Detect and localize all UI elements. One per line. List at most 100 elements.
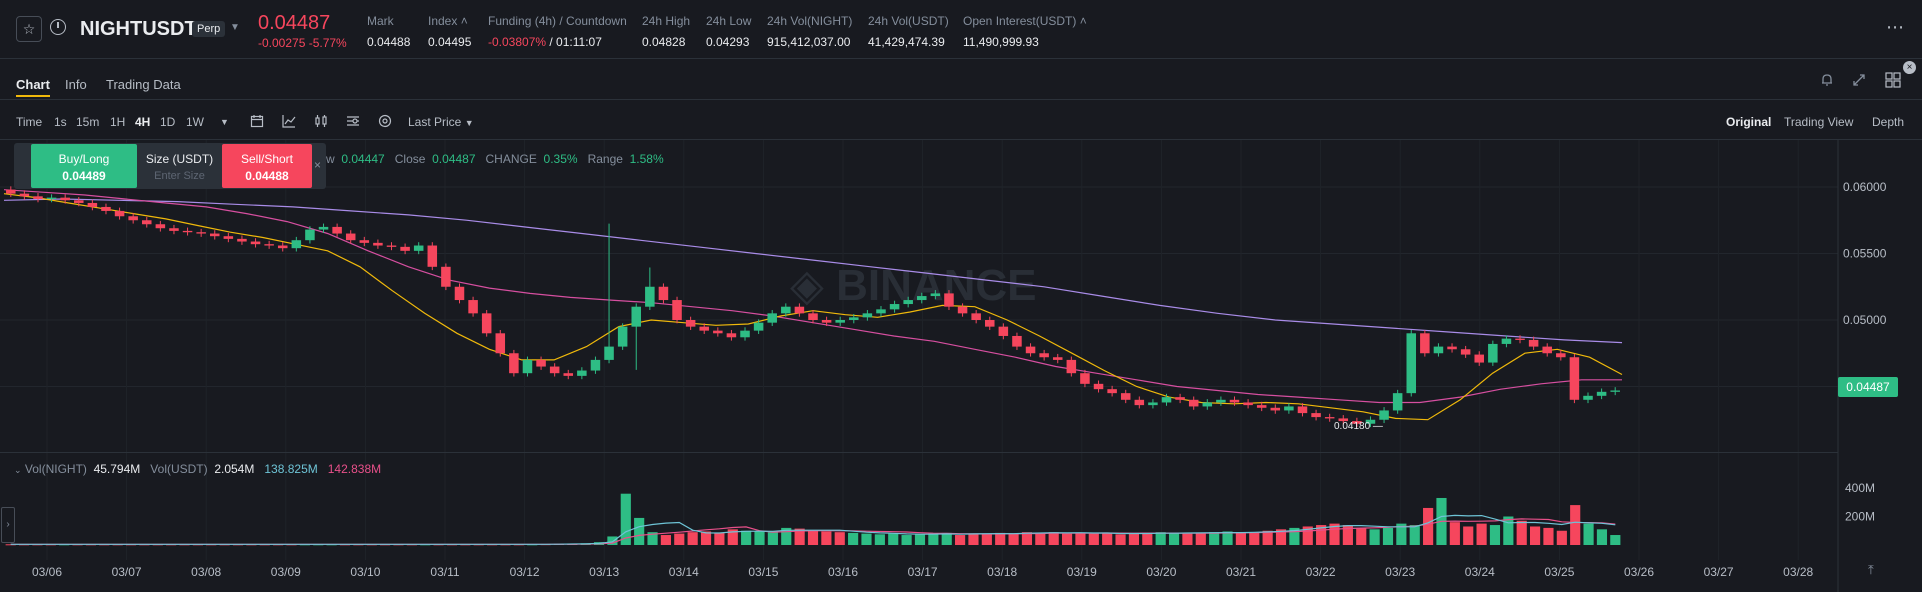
ma-slow-line: [3, 198, 1623, 344]
candle-body: [6, 189, 16, 194]
interval-15m[interactable]: 15m: [76, 115, 100, 129]
close-icon[interactable]: ×: [314, 158, 322, 172]
buy-long-button[interactable]: Buy/Long 0.04489: [31, 144, 137, 188]
bell-icon[interactable]: [1820, 73, 1834, 87]
candle-type-icon[interactable]: [314, 114, 328, 131]
volume-bar: [1168, 532, 1180, 545]
volume-bar: [821, 531, 832, 545]
candle-body: [1134, 399, 1145, 406]
tab-trading-data[interactable]: Trading Data: [106, 77, 181, 92]
candle-body: [277, 245, 288, 249]
size-input[interactable]: Size (USDT) Enter Size: [145, 152, 214, 182]
candle-body: [1025, 346, 1036, 354]
candle-body: [1338, 418, 1349, 422]
volume-bar: [981, 533, 992, 545]
candle-body: [1352, 421, 1362, 424]
layout-grid-icon[interactable]: [1885, 72, 1901, 88]
price-axis-label: 0.05000: [1843, 313, 1887, 327]
expand-icon[interactable]: [1852, 73, 1866, 87]
candle-body: [753, 322, 764, 331]
tab-chart[interactable]: Chart: [16, 77, 50, 92]
candle-body: [590, 359, 601, 371]
interval-caret-down-icon[interactable]: ▼: [220, 117, 229, 127]
candle-body: [1528, 339, 1539, 347]
date-axis-label: 03/08: [191, 565, 221, 579]
date-axis-label: 03/19: [1067, 565, 1097, 579]
volume-bar: [1409, 525, 1420, 545]
candle-body: [1284, 406, 1294, 411]
symbol-name[interactable]: NIGHTUSDT: [80, 18, 197, 40]
volume-bar: [1516, 520, 1527, 545]
candle-body: [1365, 419, 1376, 424]
candle-body: [1120, 393, 1131, 400]
interval-1s[interactable]: 1s: [54, 115, 67, 129]
volume-bar: [1556, 530, 1567, 545]
volume-bar: [955, 535, 966, 545]
date-axis-label: 03/16: [828, 565, 858, 579]
ohlc-legend: w 0.04447 Close 0.04487 CHANGE 0.35% Ran…: [326, 152, 664, 166]
more-options-icon[interactable]: ⋯: [1886, 17, 1904, 37]
volume-bar: [1302, 526, 1313, 545]
candle-body: [984, 320, 995, 327]
volume-bar: [834, 532, 845, 545]
candle-body: [1243, 402, 1253, 406]
volume-bar: [1235, 532, 1246, 545]
depth-settings-icon[interactable]: [378, 114, 392, 131]
candle-body: [196, 232, 206, 234]
candle-body: [604, 346, 614, 360]
candle-body: [522, 359, 533, 374]
candle-body: [114, 210, 125, 217]
volume-bar: [767, 532, 778, 545]
last-price: 0.04487: [258, 12, 331, 34]
volume-bar: [1262, 530, 1273, 545]
interval-time[interactable]: Time: [16, 115, 43, 129]
indicator-chart-icon[interactable]: [282, 114, 296, 131]
stat-index[interactable]: Index ˄ 0.04495: [428, 14, 472, 49]
divider: [0, 452, 1838, 453]
caret-down-icon[interactable]: ▼: [230, 22, 240, 33]
stat-open-interest[interactable]: Open Interest(USDT) ˄ 11,490,999.93: [963, 14, 1087, 49]
candle-body: [889, 304, 900, 310]
volume-bar: [1128, 533, 1140, 545]
candle-body: [563, 373, 574, 376]
volume-bar: [1155, 532, 1166, 545]
view-trading-view[interactable]: Trading View: [1784, 115, 1854, 129]
date-axis-label: 03/13: [589, 565, 619, 579]
chevron-down-icon[interactable]: ⌄: [14, 465, 22, 475]
volume-bar: [1423, 507, 1434, 545]
sell-short-button[interactable]: Sell/Short 0.04488: [222, 144, 312, 188]
divider: [0, 99, 1922, 100]
candle-body: [101, 206, 111, 211]
tab-info[interactable]: Info: [65, 77, 87, 92]
candle-body: [617, 326, 628, 347]
favorite-star-icon[interactable]: ☆: [16, 16, 42, 42]
interval-1w[interactable]: 1W: [186, 115, 204, 129]
volume-bar: [1369, 529, 1380, 545]
price-chart[interactable]: ◈ BINANCE 0.06000 0.05500 0.05000 03/06 03/0…: [0, 140, 1922, 592]
price-type-select[interactable]: Last Price ▼: [408, 115, 474, 129]
candle-body: [1311, 413, 1321, 418]
volume-bar: [741, 530, 752, 545]
calendar-icon[interactable]: [250, 114, 264, 131]
interval-1d[interactable]: 1D: [160, 115, 176, 129]
view-depth[interactable]: Depth: [1872, 115, 1905, 129]
sidebar-toggle-icon[interactable]: ›: [1, 507, 15, 543]
candle-body: [821, 320, 832, 323]
candle-body: [957, 306, 968, 314]
info-clock-icon[interactable]: [50, 19, 66, 35]
settings-sliders-icon[interactable]: [346, 114, 360, 131]
view-original[interactable]: Original: [1726, 115, 1772, 129]
date-axis-label: 03/20: [1146, 565, 1176, 579]
auto-scale-icon[interactable]: ⤒: [1868, 562, 1874, 577]
candle-body: [495, 333, 506, 354]
interval-1h[interactable]: 1H: [110, 115, 126, 129]
stat-24h-high: 24h High 0.04828: [642, 14, 691, 49]
candle-body: [713, 330, 723, 334]
interval-4h[interactable]: 4H: [135, 115, 151, 129]
candle-body: [876, 309, 886, 314]
candle-body: [1569, 357, 1580, 400]
stat-24h-vol-usdt: 24h Vol(USDT) 41,429,474.39: [868, 14, 949, 49]
close-circle-icon[interactable]: ×: [1903, 61, 1916, 74]
volume-bar: [607, 536, 618, 545]
candle-body: [60, 197, 70, 201]
